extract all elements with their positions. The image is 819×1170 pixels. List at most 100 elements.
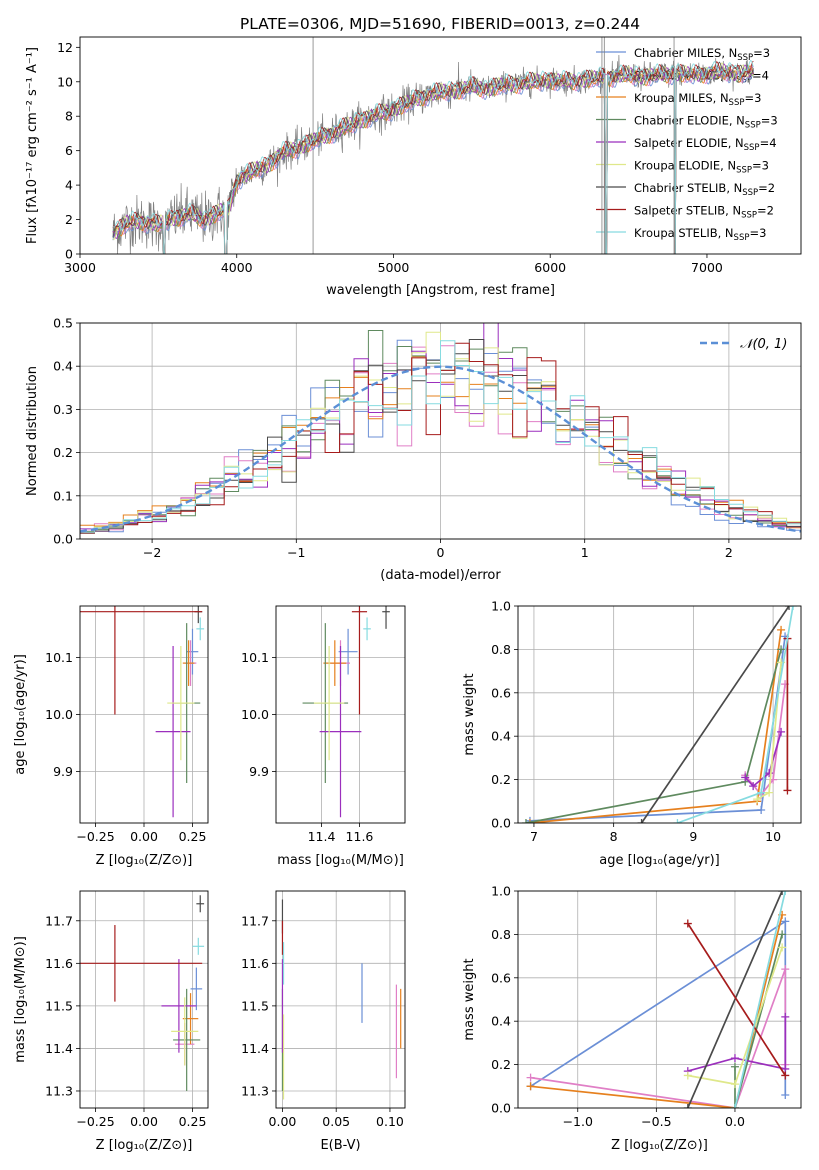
residuals-ytick-label: 0.0 <box>53 532 73 547</box>
mass-vs-ebv-ytick-label: 11.5 <box>241 998 269 1013</box>
spectrum-xtick-label: 7000 <box>691 260 723 275</box>
errorbar-chabrier-miles <box>190 967 203 1011</box>
spectrum-xlabel: wavelength [Angstrom, rest frame] <box>326 283 555 298</box>
weight-line-chabrier-stelib <box>640 606 790 823</box>
mass-vs-Z-xtick-label: 0.25 <box>179 1114 207 1129</box>
legend-label: Salpeter STELIB, NSSP=2 <box>634 204 774 221</box>
errorbar-chabrier-stelib <box>196 895 205 913</box>
spectrum-xtick-label: 5000 <box>378 260 410 275</box>
weight-line-chabrier-miles <box>530 919 787 1095</box>
weight-line-kroupa-miles <box>529 629 782 823</box>
weight-marker <box>730 1104 739 1108</box>
weight-marker <box>783 786 792 795</box>
errorbar-kroupa-stelib <box>363 617 371 641</box>
weight-line-kroupa-miles <box>530 914 783 1108</box>
legend-label: Kroupa STELIB, NSSP=3 <box>634 226 766 243</box>
spectrum-ytick-label: 4 <box>65 178 73 193</box>
weight-marker <box>730 1080 739 1089</box>
weight-marker <box>757 805 766 814</box>
age-vs-Z-frame <box>79 605 209 824</box>
weight-marker <box>637 819 646 823</box>
errorbar-kroupa-miles <box>182 993 199 1045</box>
weight-marker <box>777 645 786 654</box>
age-vs-Z-ylabel: age [log₁₀(age/yr)] <box>13 654 28 775</box>
legend-label: Salpeter ELODIE, NSSP=4 <box>634 136 777 153</box>
weight-marker <box>765 788 774 797</box>
weight-vs-age-xlabel: age [log₁₀(age/yr)] <box>599 853 720 868</box>
mass-vs-ebv-errorbars <box>281 899 402 1100</box>
histogram-kroupa-stelib <box>80 340 801 533</box>
weight-marker <box>730 1062 739 1071</box>
spectrum-ytick-label: 8 <box>65 109 73 124</box>
weight-marker <box>741 773 750 782</box>
mass-vs-ebv-axes: 0.00 0.05 0.10 11.3 11.4 11.5 11.6 11.7 <box>241 891 405 1129</box>
legend-label: Kroupa ELODIE, NSSP=3 <box>634 159 769 176</box>
weight-marker <box>789 606 798 610</box>
age-vs-Z-ytick-label: 10.0 <box>45 707 73 722</box>
errorbar-chabrier-stelib <box>382 606 390 629</box>
age-vs-mass-xtick-label: 11.4 <box>308 829 336 844</box>
weight-vs-Z-xtick-label: −0.5 <box>641 1114 671 1129</box>
residuals-frame <box>79 322 802 540</box>
errorbar-salpeter-stelib <box>351 606 368 715</box>
weight-marker <box>749 782 758 791</box>
weight-vs-Z-axes: −1.0 −0.5 0.0 0.0 0.2 0.4 0.6 0.8 1.0 <box>491 884 801 1129</box>
weight-vs-Z-ytick-label: 0.6 <box>491 970 511 985</box>
normal-curve <box>80 365 801 533</box>
weight-vs-age-ytick-label: 0.2 <box>491 772 511 787</box>
mass-vs-ebv-ytick-label: 11.7 <box>241 913 269 928</box>
weight-vs-age-ytick-label: 0.8 <box>491 642 511 657</box>
weight-vs-age-ytick-label: 0.4 <box>491 729 511 744</box>
weight-vs-Z-xlabel: Z [log₁₀(Z/Z⊙)] <box>611 1138 708 1153</box>
age-vs-mass-ytick-label: 10.0 <box>241 707 269 722</box>
age-vs-mass-xtick-label: 11.6 <box>346 829 374 844</box>
errorbar-salpeter-stelib <box>80 606 203 715</box>
mass-vs-ebv-ytick-label: 11.6 <box>241 956 269 971</box>
weight-marker <box>683 1071 692 1080</box>
normal-legend-label: 𝒩(0, 1) <box>740 337 787 352</box>
errorbar-kroupa-stelib <box>196 617 205 641</box>
weight-vs-Z-xtick-label: −1.0 <box>563 1114 593 1129</box>
weight-vs-Z-ytick-label: 1.0 <box>491 884 511 899</box>
spectrum-xtick-label: 6000 <box>534 260 566 275</box>
weight-vs-age-ytick-label: 0.6 <box>491 685 511 700</box>
weight-line-salpeter-miles <box>530 968 787 1108</box>
residuals-ytick-label: 0.2 <box>53 445 73 460</box>
legend-label: Kroupa MILES, NSSP=3 <box>634 91 761 108</box>
weight-vs-age-frame <box>517 605 802 824</box>
spectrum-axes: 3000 4000 5000 6000 7000 0 2 4 6 8 10 12 <box>57 40 723 275</box>
mass-vs-ebv-xtick-label: 0.10 <box>376 1114 404 1129</box>
weight-marker <box>730 1054 739 1063</box>
residuals-ytick-label: 0.1 <box>53 488 73 503</box>
weight-marker <box>785 606 794 610</box>
mass-vs-Z-frame <box>79 890 209 1109</box>
weight-vs-age-ytick-label: 1.0 <box>491 599 511 614</box>
mass-vs-ebv-xtick-label: 0.00 <box>269 1114 297 1129</box>
residuals-ytick-label: 0.4 <box>53 359 73 374</box>
weight-marker <box>781 1090 790 1099</box>
spectrum-ytick-label: 12 <box>57 40 73 55</box>
mass-vs-Z-axes: −0.25 0.00 0.25 11.3 11.4 11.5 11.6 11.7 <box>45 891 208 1129</box>
weight-vs-age-ylabel: mass weight <box>462 673 477 755</box>
weight-marker <box>777 625 786 634</box>
age-vs-mass-ytick-label: 9.9 <box>249 764 269 779</box>
residuals-ytick-label: 0.3 <box>53 402 73 417</box>
spectrum-ylabel: Flux [fλ10⁻¹⁷ erg cm⁻² s⁻¹ A⁻¹] <box>25 47 40 244</box>
residuals-ylabel: Normed distribution <box>25 366 40 496</box>
errorbar-kroupa-elodie <box>171 997 199 1066</box>
errorbar-kroupa-miles <box>323 640 347 686</box>
weight-vs-Z-ytick-label: 0.8 <box>491 927 511 942</box>
weight-vs-age-xtick-label: 7 <box>530 829 538 844</box>
spectrum-xtick-label: 4000 <box>221 260 253 275</box>
errorbar-kroupa-miles <box>182 640 195 686</box>
weight-line-kroupa-stelib <box>734 891 787 1108</box>
mass-vs-Z-xtick-label: −0.25 <box>76 1114 114 1129</box>
figure-title: PLATE=0306, MJD=51690, FIBERID=0013, z=0… <box>240 15 640 33</box>
weight-marker <box>753 795 762 804</box>
residuals-xtick-label: 1 <box>581 545 589 560</box>
residuals-ytick-label: 0.5 <box>53 316 73 331</box>
weight-marker <box>781 891 790 895</box>
weight-marker <box>777 727 786 736</box>
mass-vs-ebv-xtick-label: 0.05 <box>322 1114 350 1129</box>
residuals-xlabel: (data-model)/error <box>380 568 501 583</box>
